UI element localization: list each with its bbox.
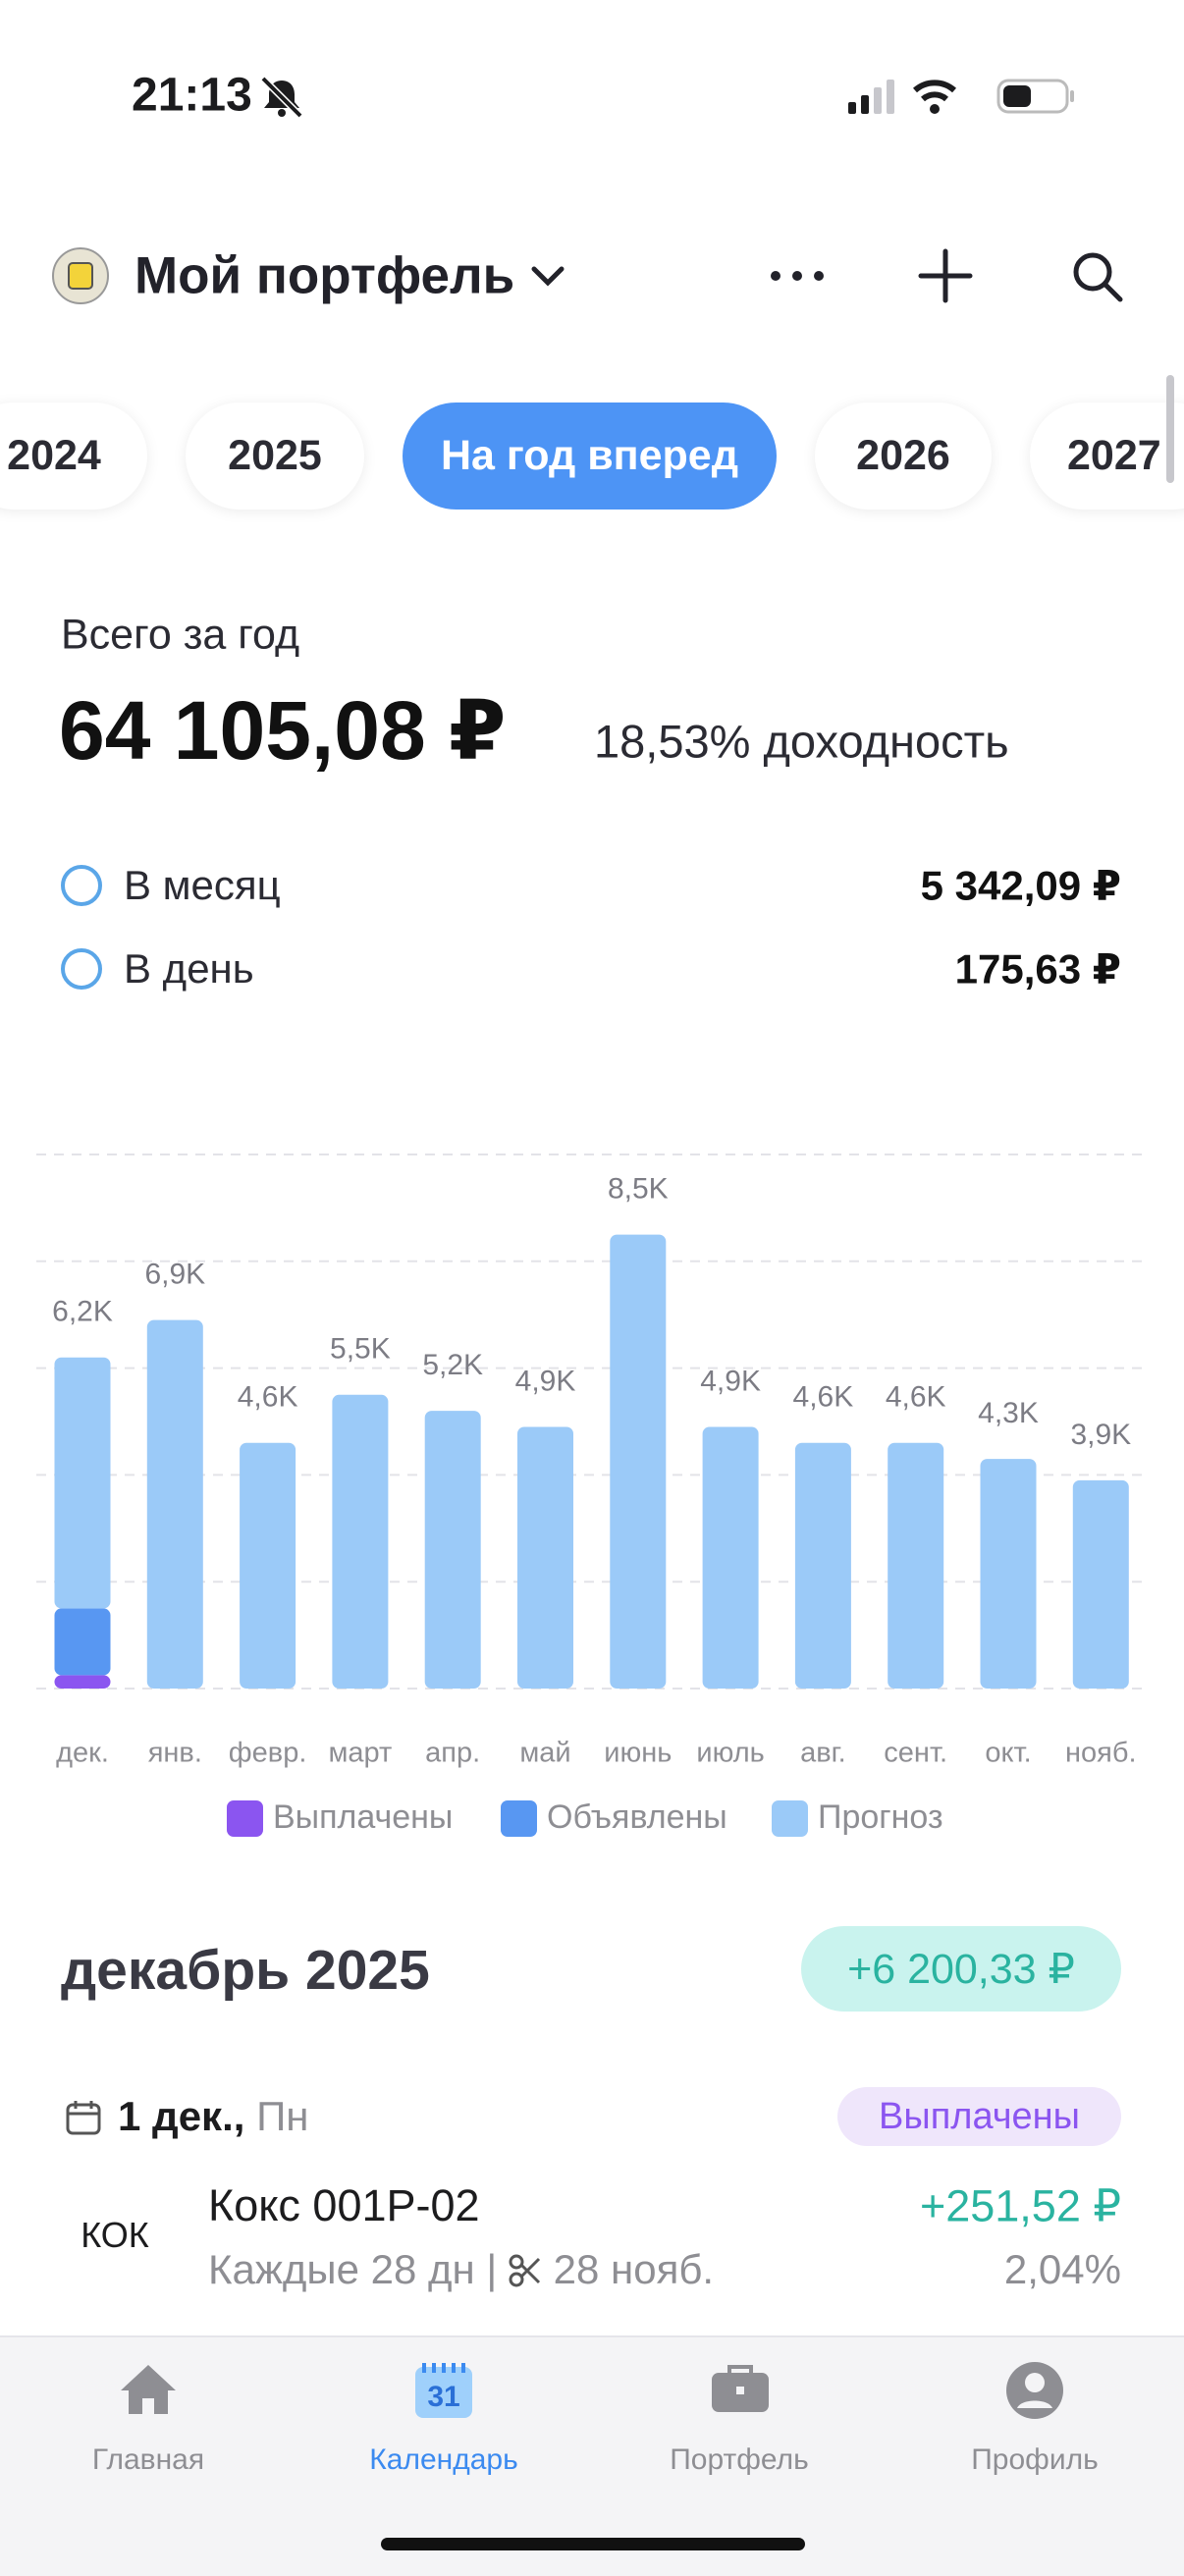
bar-segment	[517, 1426, 573, 1689]
radio-icon	[61, 948, 102, 990]
x-tick-label: окт.	[985, 1738, 1031, 1769]
profile-icon[interactable]	[1003, 2361, 1066, 2420]
x-tick-label: дек.	[56, 1738, 109, 1769]
bar-segment	[54, 1675, 111, 1689]
scrollbar	[1166, 375, 1174, 483]
bar-value-label: 4,6K	[238, 1381, 298, 1414]
section-title: декабрь 2025	[61, 1939, 430, 2002]
bar-segment	[888, 1442, 944, 1689]
tab-label[interactable]: Профиль	[971, 2443, 1099, 2476]
bar-segment	[240, 1442, 296, 1689]
tab-bar	[0, 2335, 1184, 2576]
bar-value-label: 4,9K	[515, 1365, 576, 1397]
status-time: 21:13	[132, 69, 252, 122]
percent: 2,04%	[1003, 2246, 1121, 2292]
search-button[interactable]	[1070, 249, 1125, 304]
add-button[interactable]	[917, 247, 974, 304]
bar-segment	[1072, 1479, 1129, 1689]
x-tick-label: сент.	[884, 1738, 947, 1769]
row-value: 175,63 ₽	[954, 945, 1121, 993]
tab-label[interactable]: Главная	[91, 2443, 205, 2476]
calendar-icon	[66, 2101, 101, 2135]
more-button[interactable]	[766, 257, 829, 295]
bar-value-label: 4,3K	[978, 1397, 1039, 1429]
calendar-day: 31	[427, 2381, 459, 2413]
x-tick-label: янв.	[148, 1738, 202, 1769]
tab-label-active[interactable]: Календарь	[369, 2443, 518, 2476]
legend-label: Прогноз	[818, 1798, 943, 1836]
tab-label[interactable]: Портфель	[670, 2443, 809, 2476]
x-tick-label: нояб.	[1065, 1738, 1137, 1769]
scissors-icon	[509, 2254, 541, 2287]
period: Каждые 28 дн |	[208, 2246, 498, 2292]
bar-value-label: 6,2K	[52, 1296, 113, 1328]
row-value: 5 342,09 ₽	[920, 862, 1121, 909]
bar-segment	[54, 1357, 111, 1609]
portfolio-title[interactable]: Мой портфель	[135, 246, 515, 305]
date: 1 дек.,	[118, 2093, 245, 2139]
cut-date: 28 нояб.	[553, 2246, 715, 2292]
bar-segment	[424, 1411, 481, 1689]
x-tick-label: февр.	[229, 1738, 307, 1769]
portfolio-icon[interactable]	[710, 2361, 771, 2416]
bar-segment	[146, 1319, 203, 1689]
year-tab[interactable]: 2026	[815, 402, 992, 510]
bar-value-label: 4,9K	[700, 1365, 761, 1397]
bar-segment	[610, 1234, 667, 1689]
weekday: Пн	[256, 2093, 309, 2139]
date-row: 1 дек., Пн	[118, 2093, 308, 2140]
amount: +251,52 ₽	[919, 2180, 1121, 2231]
summary-yield: 18,53% доходность	[594, 715, 1009, 768]
radio-icon	[61, 865, 102, 906]
calendar-tab-icon[interactable]: 31	[412, 2361, 475, 2420]
bar-value-label: 6,9K	[144, 1259, 205, 1291]
bar-segment	[54, 1608, 111, 1676]
legend-swatch	[501, 1800, 537, 1837]
row-label: В месяц	[124, 862, 281, 908]
status-icons	[848, 79, 1074, 114]
bar-value-label: 5,5K	[330, 1333, 391, 1366]
row-label: В день	[124, 945, 254, 992]
chart: 6,2K дек. 6,9K янв. 4,6K февр. 5,5K март 5,2K апр…	[36, 1154, 1150, 1837]
bar-segment	[702, 1426, 759, 1689]
legend-label: Объявлены	[547, 1798, 727, 1836]
x-tick-label: май	[519, 1738, 570, 1769]
bar-segment	[980, 1459, 1037, 1689]
year-tab[interactable]: 2025	[186, 402, 364, 510]
bar-segment	[332, 1394, 389, 1689]
x-tick-label: март	[328, 1738, 392, 1769]
year-tab[interactable]: 2024	[0, 402, 147, 510]
summary-total: 64 105,08 ₽	[59, 684, 507, 777]
summary-label: Всего за год	[61, 611, 300, 659]
legend-swatch	[227, 1800, 263, 1837]
bank-logo	[52, 247, 109, 304]
home-icon[interactable]	[119, 2361, 178, 2416]
year-tab[interactable]: 2027	[1030, 402, 1184, 510]
bar-value-label: 8,5K	[608, 1173, 669, 1206]
bar-value-label: 3,9K	[1070, 1419, 1131, 1451]
home-indicator	[381, 2538, 805, 2550]
legend-swatch	[772, 1800, 808, 1837]
status-badge: Выплачены	[837, 2087, 1121, 2146]
bar-value-label: 4,6K	[793, 1381, 854, 1414]
legend-label: Выплачены	[273, 1798, 453, 1836]
bond-details: Каждые 28 дн | 28 нояб.	[208, 2246, 714, 2293]
x-tick-label: авг.	[800, 1738, 846, 1769]
bar-value-label: 4,6K	[886, 1381, 946, 1414]
section-total: +6 200,33 ₽	[801, 1926, 1121, 2012]
bar-segment	[794, 1442, 851, 1689]
bond-name[interactable]: Кокс 001Р-02	[208, 2180, 480, 2230]
mute-icon	[260, 76, 303, 118]
chevron[interactable]	[530, 261, 565, 291]
x-tick-label: июль	[696, 1738, 764, 1769]
x-tick-label: июнь	[604, 1738, 672, 1769]
ticker: КОК	[81, 2215, 149, 2255]
bar-value-label: 5,2K	[422, 1349, 483, 1381]
x-tick-label: апр.	[425, 1738, 480, 1769]
year-tab-active[interactable]: На год вперед	[403, 402, 777, 510]
